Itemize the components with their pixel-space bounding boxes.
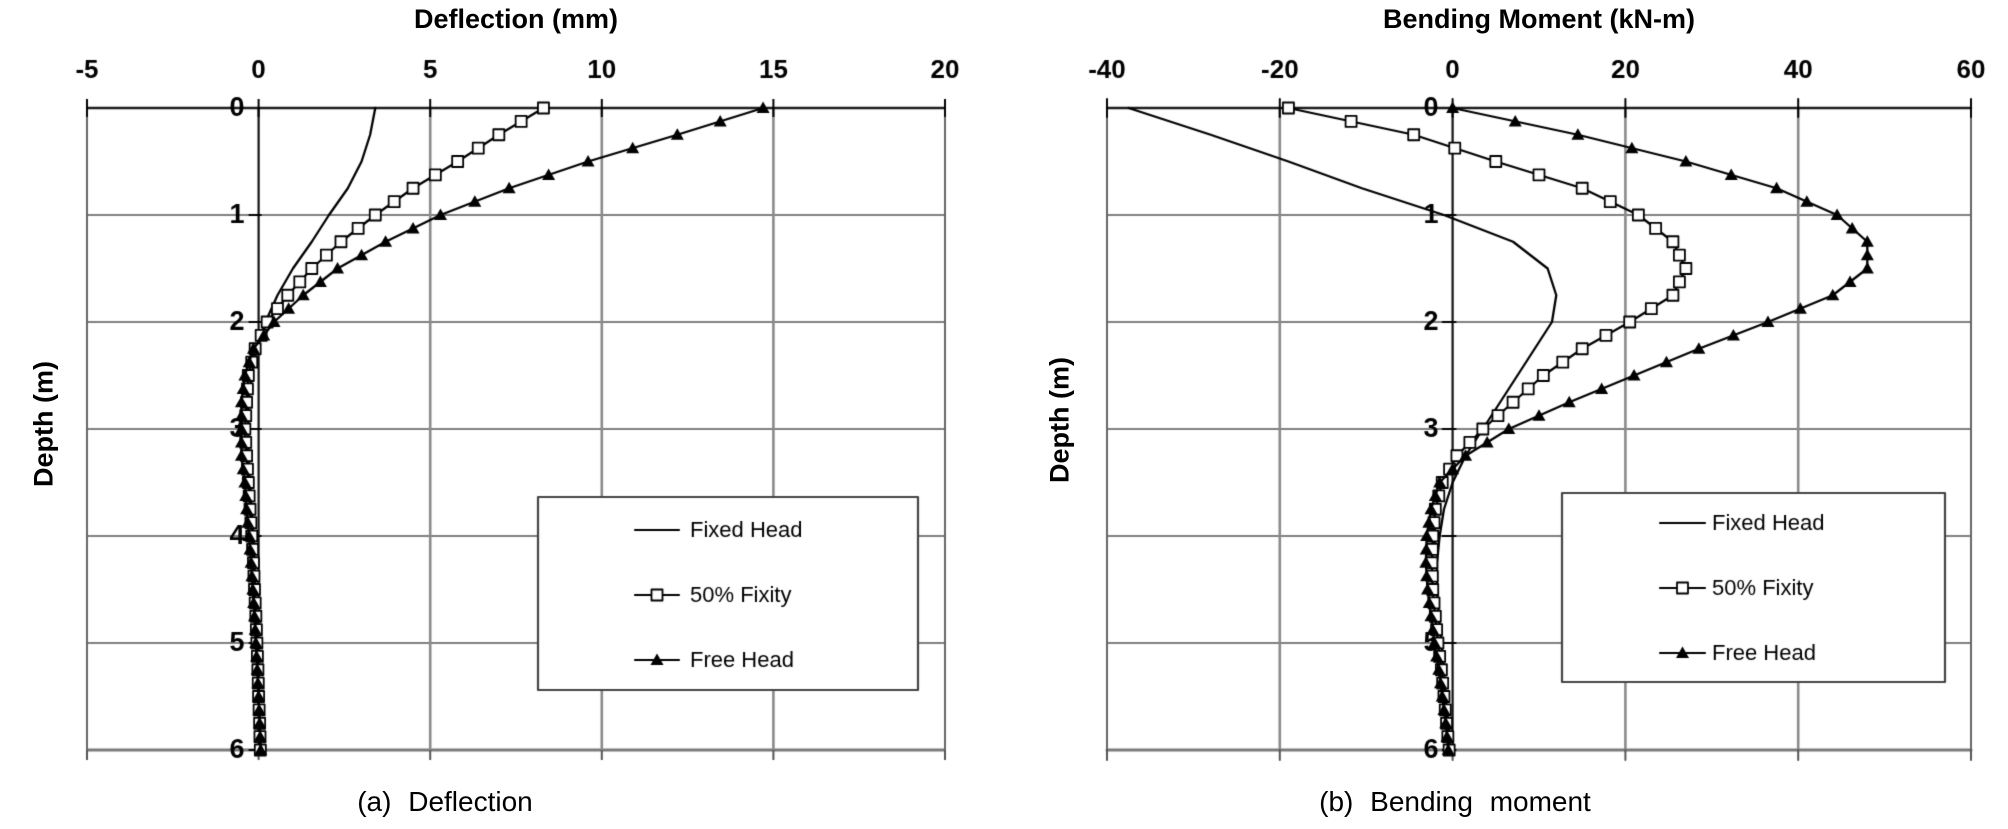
bending-moment-depth-axis-label: Depth (m)	[1044, 357, 1075, 483]
caption-deflection: (a) Deflection	[357, 786, 533, 817]
caption-bending-moment: (b) Bending moment	[1319, 786, 1591, 817]
bending-moment-chart-title: Bending Moment (kN-m)	[1383, 4, 1695, 34]
deflection-depth-axis-label: Depth (m)	[28, 361, 59, 487]
deflection-chart-title: Deflection (mm)	[413, 4, 619, 34]
